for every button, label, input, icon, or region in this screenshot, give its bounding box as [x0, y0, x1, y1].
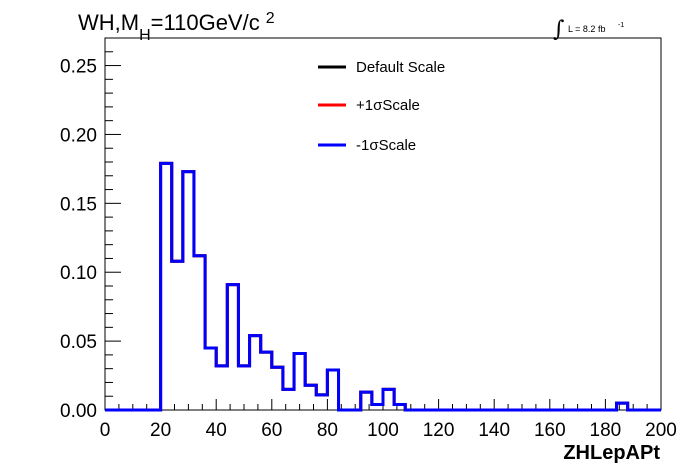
y-tick-label: 0.00 — [60, 401, 97, 422]
x-tick-label: 60 — [261, 420, 282, 441]
legend-label: Default Scale — [356, 59, 445, 76]
chart-title-suffix: =110GeV/c — [151, 10, 260, 35]
y-tick-label: 0.05 — [60, 332, 97, 353]
series-line-2 — [105, 161, 661, 412]
x-axis: 0 20 40 60 80 100 120 140 160 180 200 — [100, 399, 677, 441]
x-tick-label: 140 — [478, 420, 510, 441]
y-tick-label: 0.15 — [60, 194, 97, 215]
x-tick-label: 40 — [206, 420, 227, 441]
chart-title: WH,MH=110GeV/c 2 — [78, 10, 275, 44]
series-group — [105, 161, 661, 412]
x-tick-label: 100 — [367, 420, 399, 441]
y-tick-label: 0.20 — [60, 125, 97, 146]
legend-label: +1σScale — [356, 97, 420, 114]
x-tick-label: 200 — [645, 420, 677, 441]
y-tick-label: 0.25 — [60, 57, 97, 78]
luminosity-label: ∫ L = 8.2 fb -1 — [553, 17, 624, 42]
y-tick-label: 0.10 — [60, 263, 97, 284]
x-tick-label: 20 — [150, 420, 171, 441]
integral-sign: ∫ — [553, 17, 565, 42]
x-axis-title: ZHLepAPt — [563, 442, 660, 464]
chart-title-subscript: H — [139, 27, 151, 44]
x-tick-label: 180 — [590, 420, 622, 441]
legend-label: -1σScale — [356, 137, 416, 154]
luminosity-text: L = 8.2 fb — [568, 24, 605, 34]
x-tick-label: 0 — [100, 420, 111, 441]
chart-title-prefix: WH,M — [78, 10, 139, 35]
chart-title-superscript: 2 — [266, 10, 275, 27]
y-axis: 0.00 0.05 0.10 0.15 0.20 0.25 — [60, 37, 121, 422]
legend: Default Scale +1σScale -1σScale — [318, 59, 445, 154]
x-tick-label: 80 — [317, 420, 338, 441]
x-tick-label: 160 — [534, 420, 566, 441]
luminosity-superscript: -1 — [618, 22, 624, 29]
x-tick-label: 120 — [423, 420, 455, 441]
